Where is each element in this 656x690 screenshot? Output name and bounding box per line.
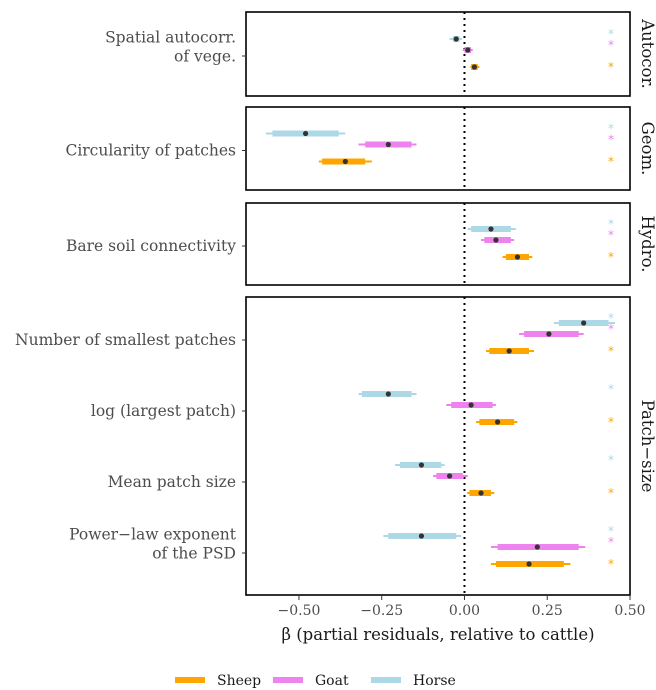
x-tick-label: −0.50: [278, 603, 321, 619]
significance-star-horse: *: [608, 27, 614, 41]
y-tick-label: Mean patch size: [108, 473, 236, 491]
point-estimate-goat: [446, 473, 453, 479]
significance-star-sheep: *: [608, 155, 614, 169]
significance-star-sheep: *: [608, 415, 614, 429]
estimate-sheep: *: [490, 557, 614, 571]
estimate-sheep: *: [470, 60, 614, 74]
point-estimate-goat: [534, 544, 540, 550]
estimate-horse: *: [553, 311, 616, 326]
point-estimate-sheep: [494, 419, 501, 425]
strip-label: Hydro.: [638, 215, 656, 272]
estimate-goat: *: [358, 133, 614, 148]
estimate-goat: [446, 402, 496, 408]
legend: Sheep Goat Horse: [175, 673, 456, 689]
estimate-goat: *: [481, 228, 614, 243]
point-estimate-goat: [493, 237, 499, 243]
panel-frame: [245, 11, 631, 97]
legend-label: Horse: [413, 673, 456, 689]
estimate-horse: *: [467, 217, 614, 232]
significance-star-horse: *: [608, 122, 614, 136]
legend-item-horse: Horse: [371, 673, 456, 689]
estimate-goat: *: [519, 322, 614, 337]
estimate-horse: *: [394, 453, 614, 468]
panel-frame: [245, 106, 631, 191]
estimate-horse: *: [383, 524, 614, 539]
y-tick-label: Bare soil connectivity: [66, 237, 236, 255]
x-tick-label: −0.25: [360, 603, 403, 619]
point-estimate-sheep: [471, 64, 478, 70]
significance-star-sheep: *: [608, 344, 614, 358]
panel-frame: [245, 296, 631, 596]
point-estimate-horse: [418, 462, 425, 468]
x-axis: −0.50 −0.25 0.00 0.25 0.50 β (partial residua…: [278, 595, 646, 644]
point-estimate-sheep: [478, 490, 484, 496]
significance-star-goat: *: [608, 535, 614, 549]
significance-star-horse: *: [608, 217, 614, 231]
significance-star-sheep: *: [608, 250, 614, 264]
y-tick-label: Circularity of patches: [65, 142, 236, 160]
point-estimate-goat: [385, 141, 391, 148]
legend-label: Goat: [315, 673, 349, 689]
estimate-sheep: *: [467, 486, 614, 500]
strip-label: Geom.: [638, 122, 656, 176]
significance-star-horse: *: [608, 453, 614, 467]
estimate-sheep: *: [502, 250, 614, 264]
strip-label: Patch−size: [638, 400, 656, 493]
point-estimate-horse: [302, 130, 309, 137]
significance-star-sheep: *: [608, 60, 614, 74]
y-tick-label: Number of smallest patches: [15, 331, 236, 349]
estimate-sheep: *: [486, 344, 614, 358]
significance-star-horse: *: [608, 524, 614, 538]
significance-star-sheep: *: [608, 557, 614, 571]
significance-star-horse: *: [608, 382, 614, 396]
point-estimate-horse: [453, 36, 459, 42]
significance-star-goat: *: [608, 322, 614, 336]
estimate-goat: *: [490, 535, 614, 550]
legend-item-goat: Goat: [273, 673, 349, 689]
estimate-horse: *: [265, 122, 614, 137]
point-estimate-sheep: [526, 561, 532, 567]
y-tick-label: Power−law exponent of the PSD: [69, 526, 237, 563]
significance-star-sheep: *: [608, 486, 614, 500]
point-estimate-horse: [488, 226, 494, 232]
legend-label: Sheep: [217, 673, 261, 689]
x-axis-title: β (partial residuals, relative to cattle…: [281, 625, 594, 644]
x-tick-label: 0.50: [614, 603, 645, 619]
point-estimate-sheep: [342, 158, 348, 165]
estimate-sheep: *: [318, 155, 614, 169]
y-tick-label: Spatial autocorr. of vege.: [105, 29, 236, 66]
point-estimate-goat: [465, 47, 471, 53]
panel-autocor: Autocor.Spatial autocorr. of vege.***: [105, 11, 656, 97]
estimate-goat: *: [462, 38, 614, 53]
x-tick-label: 0.00: [449, 603, 480, 619]
estimate-horse: *: [358, 382, 614, 397]
estimate-goat: [433, 473, 468, 479]
estimate-horse: *: [449, 27, 614, 42]
panel-frame: [245, 202, 631, 286]
panel-hydro: Hydro.Bare soil connectivity***: [66, 202, 656, 286]
x-tick-label: 0.25: [532, 603, 563, 619]
y-tick-label: log (largest patch): [91, 402, 236, 420]
panel-geom: Geom.Circularity of patches***: [65, 106, 656, 191]
point-estimate-horse: [581, 320, 587, 326]
point-estimate-sheep: [514, 254, 521, 260]
point-estimate-horse: [418, 533, 425, 539]
estimate-sheep: *: [476, 415, 614, 429]
point-estimate-goat: [546, 331, 552, 337]
point-estimate-horse: [385, 391, 391, 397]
significance-star-goat: *: [608, 38, 614, 52]
point-estimate-sheep: [506, 348, 512, 354]
significance-star-goat: *: [608, 228, 614, 242]
strip-label: Autocor.: [638, 18, 656, 89]
point-estimate-goat: [468, 402, 474, 408]
significance-star-goat: *: [608, 133, 614, 147]
legend-item-sheep: Sheep: [175, 673, 261, 689]
significance-star-horse: *: [608, 311, 614, 325]
